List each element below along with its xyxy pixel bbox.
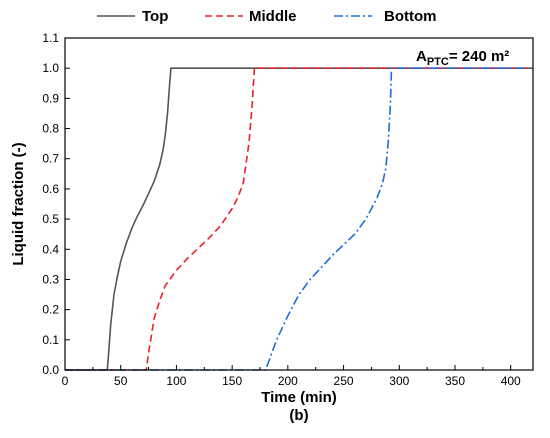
- y-tick-label: 0.4: [42, 242, 59, 256]
- x-tick-label: 100: [166, 374, 186, 388]
- y-tick-label: 0.0: [42, 363, 59, 377]
- figure-caption: (b): [289, 407, 308, 424]
- annotation-suffix: = 240 m²: [449, 48, 509, 65]
- series-line-top: [65, 67, 533, 371]
- x-tick-label: 0: [62, 374, 69, 388]
- x-tick-label: 50: [114, 374, 128, 388]
- y-axis-title: Liquid fraction (-): [10, 142, 27, 265]
- y-tick-label: 0.6: [42, 182, 59, 196]
- y-tick-label: 0.1: [42, 333, 59, 347]
- y-tick-label: 0.2: [42, 303, 59, 317]
- y-tick-label: 1.0: [42, 61, 59, 75]
- x-tick-label: 250: [334, 374, 354, 388]
- series-layer: [65, 67, 533, 371]
- ticks: 0 50 100 150 200 250 300 350 400 0.0 0.1 0.2 0.3 0.4 0…: [42, 31, 521, 388]
- y-tick-label: 0.3: [42, 272, 59, 286]
- legend: Top Middle Bottom: [97, 8, 437, 25]
- y-tick-label: 0.5: [42, 212, 59, 226]
- plot-frame: [64, 37, 534, 371]
- annotation-subscript: PTC: [427, 56, 449, 68]
- y-tick-label: 0.9: [42, 91, 59, 105]
- x-tick-label: 300: [389, 374, 409, 388]
- x-axis-title: Time (min): [261, 389, 337, 406]
- y-tick-label: 1.1: [42, 31, 59, 45]
- x-tick-label: 150: [222, 374, 242, 388]
- x-tick-label: 400: [501, 374, 521, 388]
- legend-label-top: Top: [142, 8, 168, 25]
- x-tick-label: 200: [278, 374, 298, 388]
- legend-label-bottom: Bottom: [384, 8, 437, 25]
- series-line-middle: [65, 67, 533, 371]
- y-tick-label: 0.8: [42, 122, 59, 136]
- annotation-main: A: [416, 48, 427, 65]
- x-tick-label: 350: [445, 374, 465, 388]
- area-annotation: APTC= 240 m²: [416, 48, 509, 68]
- series-line-bottom: [65, 67, 533, 371]
- legend-label-middle: Middle: [249, 8, 297, 25]
- y-tick-label: 0.7: [42, 152, 59, 166]
